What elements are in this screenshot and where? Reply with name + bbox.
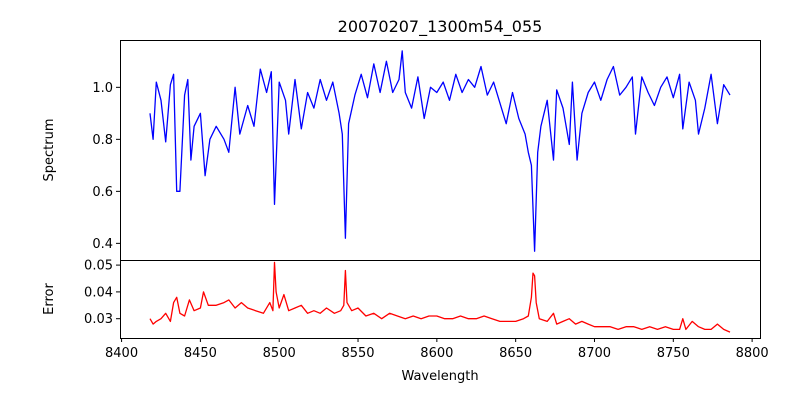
error-axes-frame bbox=[120, 260, 761, 339]
y-tick-label: 0.03 bbox=[84, 312, 113, 327]
x-axis-label: Wavelength bbox=[401, 369, 478, 384]
x-tick-label: 8600 bbox=[420, 346, 453, 361]
error-line bbox=[149, 261, 731, 333]
x-tick-label: 8800 bbox=[736, 346, 769, 361]
y-tick-label: 1.0 bbox=[92, 81, 113, 96]
spectrum-y-label: Spectrum bbox=[42, 119, 57, 182]
x-tick-label: 8500 bbox=[263, 346, 296, 361]
y-tick-label: 0.8 bbox=[92, 133, 113, 148]
error-panel: 0.03 0.04 0.05 8400 8450 8500 8550 8600 8650 8700… bbox=[84, 259, 769, 361]
error-y-label: Error bbox=[42, 283, 57, 315]
x-tick-label: 8650 bbox=[499, 346, 532, 361]
x-tick-label: 8550 bbox=[341, 346, 374, 361]
chart-title: 20070207_1300m54_055 bbox=[338, 17, 543, 37]
x-tick-label: 8700 bbox=[578, 346, 611, 361]
spectrum-panel: 0.4 0.6 0.8 1.0 bbox=[92, 50, 731, 252]
x-tick-label: 8450 bbox=[184, 346, 217, 361]
spectrum-axes-frame bbox=[120, 40, 761, 261]
x-tick-label: 8750 bbox=[657, 346, 690, 361]
y-tick-label: 0.04 bbox=[84, 285, 113, 300]
y-tick-label: 0.4 bbox=[92, 237, 113, 252]
y-tick-label: 0.05 bbox=[84, 259, 113, 274]
x-tick-label: 8400 bbox=[105, 346, 138, 361]
y-tick-label: 0.6 bbox=[92, 185, 113, 200]
spectrum-line bbox=[149, 50, 731, 252]
